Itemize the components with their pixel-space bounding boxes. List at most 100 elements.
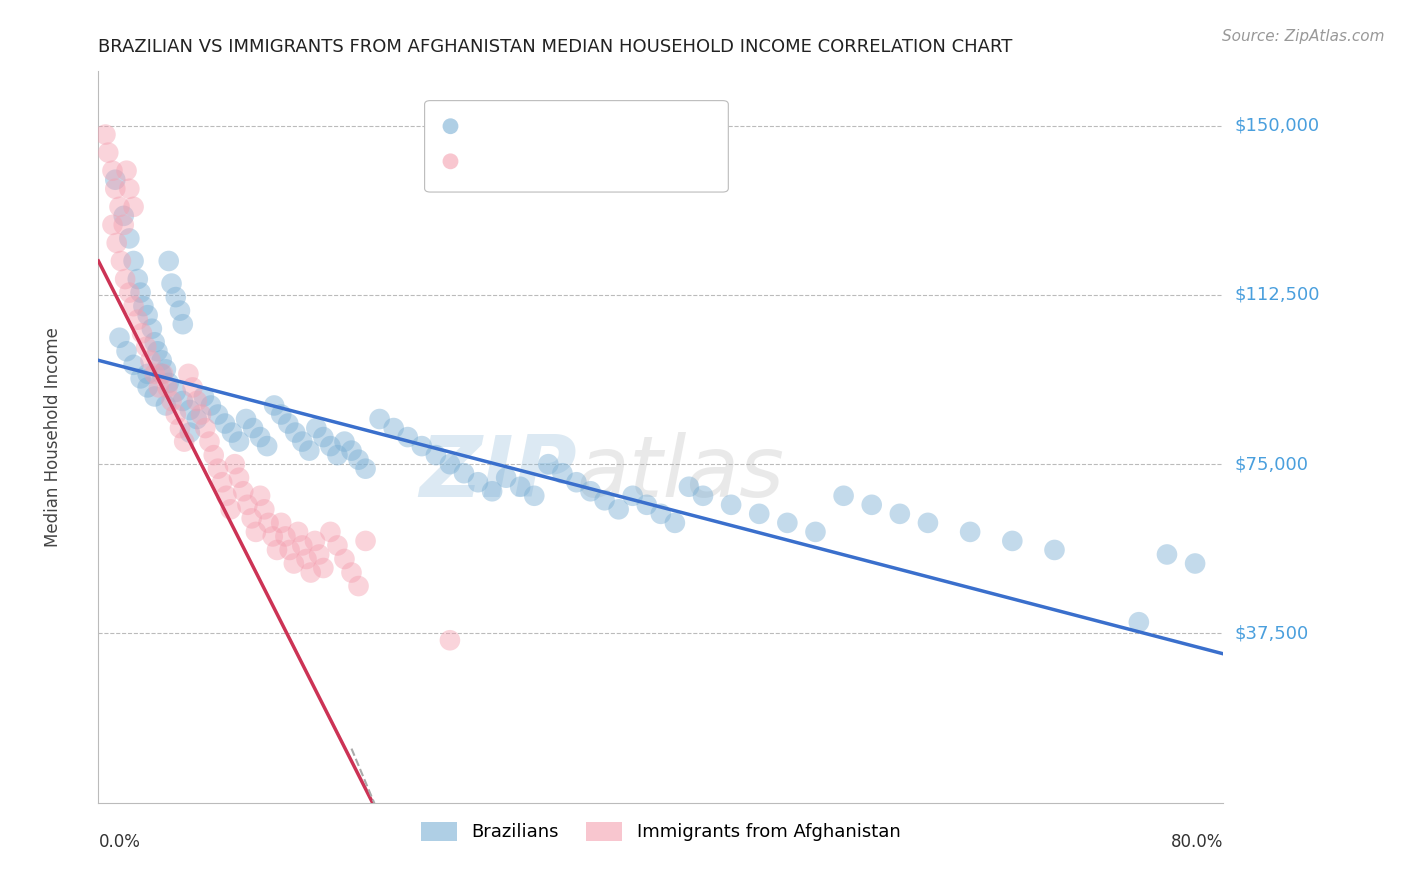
Point [193,389,215,403]
Point [368,412,391,426]
Point [118,182,141,196]
Point [108,200,131,214]
Point [165,408,187,422]
Point [917,516,939,530]
Text: R =  -0.321   N = 95: R = -0.321 N = 95 [472,117,655,136]
Point [179,425,201,440]
Point [283,557,305,571]
Point [298,443,321,458]
Point [165,384,187,399]
Point [959,524,981,539]
Point [173,434,195,449]
Point [326,448,349,462]
Text: ZIP: ZIP [419,432,576,516]
Point [115,344,138,359]
Point [481,484,503,499]
Point [270,408,292,422]
FancyBboxPatch shape [425,101,728,192]
Point [136,380,159,394]
Point [97,145,120,160]
Point [129,285,152,300]
Point [312,561,335,575]
Text: $75,000: $75,000 [1234,455,1309,473]
Point [720,498,742,512]
Point [354,461,377,475]
Point [278,543,301,558]
Point [308,548,330,562]
Point [382,421,405,435]
Point [453,466,475,480]
Point [287,524,309,539]
Point [621,489,644,503]
Point [340,443,363,458]
Point [270,516,292,530]
Point [160,394,183,409]
Point [169,421,191,435]
Point [181,380,204,394]
Text: R =  -0.544   N = 67: R = -0.544 N = 67 [472,153,655,170]
Point [214,417,236,431]
Point [131,326,153,341]
Point [262,529,284,543]
Point [242,421,264,435]
Point [127,312,149,326]
Text: Source: ZipAtlas.com: Source: ZipAtlas.com [1222,29,1385,44]
Point [143,367,166,381]
Point [467,475,489,490]
Point [249,489,271,503]
Point [150,367,173,381]
Point [200,399,222,413]
Point [354,533,377,548]
Point [1184,557,1206,571]
Point [804,524,827,539]
Point [579,484,602,499]
Point [118,285,141,300]
Text: $150,000: $150,000 [1234,117,1319,135]
Point [122,358,145,372]
Point [157,376,180,390]
Point [1043,543,1066,558]
Point [299,566,322,580]
Point [291,434,314,449]
Point [207,408,229,422]
Point [132,299,155,313]
Point [215,489,238,503]
Point [256,439,278,453]
Point [425,448,447,462]
Point [127,272,149,286]
Text: $112,500: $112,500 [1234,285,1320,304]
Point [274,529,297,543]
Text: $37,500: $37,500 [1234,624,1309,642]
Point [108,331,131,345]
Point [527,796,550,810]
Point [266,543,288,558]
Point [347,452,370,467]
Point [523,489,546,503]
Point [411,439,433,453]
Point [156,380,179,394]
Point [172,317,194,331]
Point [889,507,911,521]
Point [305,421,328,435]
Point [118,231,141,245]
Point [101,218,124,232]
Text: 0.0%: 0.0% [98,833,141,851]
Point [240,511,263,525]
Point [232,484,254,499]
Point [340,566,363,580]
Point [194,421,217,435]
Point [146,344,169,359]
Point [245,524,267,539]
Point [607,502,630,516]
Legend: Brazilians, Immigrants from Afghanistan: Brazilians, Immigrants from Afghanistan [413,814,908,848]
Text: 80.0%: 80.0% [1171,833,1223,851]
Point [114,272,136,286]
Point [202,448,225,462]
Point [263,399,285,413]
Point [148,380,170,394]
Point [157,254,180,268]
Point [277,417,299,431]
Point [295,552,318,566]
Point [860,498,883,512]
Point [179,403,201,417]
